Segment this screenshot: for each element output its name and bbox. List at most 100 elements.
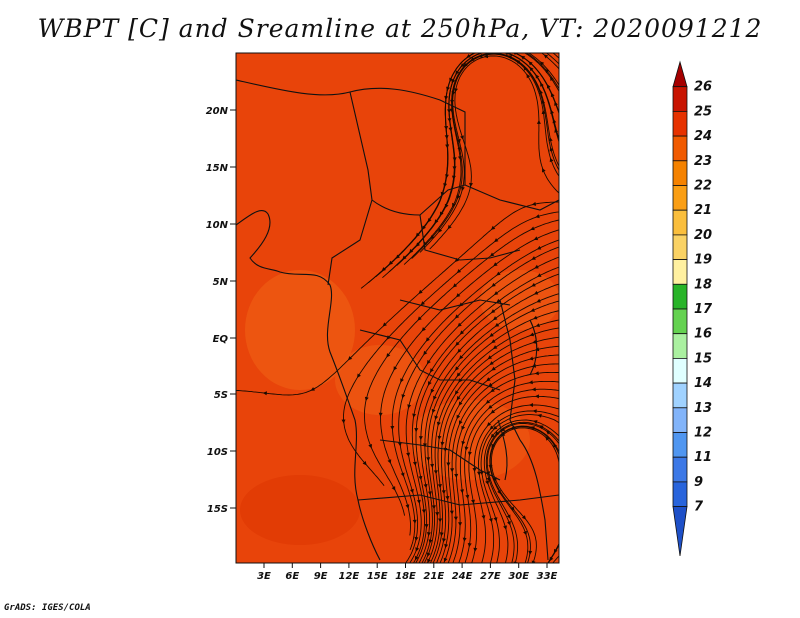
streamline-arrow [532,339,537,344]
streamline-arrow [407,404,412,409]
streamline [486,422,559,563]
streamline-arrow [456,194,461,200]
streamline-arrow [456,138,461,144]
streamline-arrow [491,282,496,287]
streamline-arrow [489,425,494,430]
streamline-arrow [390,426,395,430]
streamline-arrow [488,382,493,387]
streamline-arrow [421,327,426,332]
streamline [436,336,559,563]
streamline [468,395,559,563]
streamline [525,53,559,90]
colorbar-label: 24 [694,129,712,144]
streamline-arrow [487,355,492,360]
streamline-arrow [447,109,452,114]
streamline-arrow [430,463,435,468]
streamline-arrow [523,530,527,536]
streamline-arrow [529,356,534,361]
y-axis: 20N 15N 10N 5N EQ 5S 10S 15S [206,106,236,515]
streamline-arrow [457,322,462,327]
streamline-arrow [428,564,432,569]
streamline-arrow [550,76,554,81]
streamline-arrow [549,157,554,163]
streamline-arrow [533,315,538,320]
streamline-arrow [444,126,449,131]
streamline-arrow [460,186,465,192]
streamline-arrow [546,430,551,435]
colorbar-segment [672,481,688,507]
colorbar-label: 19 [694,253,712,268]
colorbar-segment [672,185,688,211]
streamline-arrow [468,451,472,456]
streamline-arrow [490,433,495,438]
streamline-arrow [491,443,496,449]
streamline-arrow [424,524,429,529]
colorbar-label: 16 [694,327,712,342]
streamline [489,425,559,563]
streamline-arrow [454,390,459,395]
x-tick-label: 3E [257,571,271,582]
streamline-arrow [534,394,539,399]
streamline-arrow [496,271,501,276]
x-tick-label: 24E [452,571,473,582]
streamline [552,555,559,563]
streamline-arrow [473,547,478,552]
streamline [411,266,559,563]
colorbar-segment [672,456,688,483]
streamline-arrow [451,91,456,96]
streamline-arrow [410,488,414,494]
streamline-arrow [536,245,542,250]
streamline-arrow [457,147,462,152]
streamline-arrow [431,408,436,414]
streamline-arrow [493,262,498,267]
streamline-arrow [459,420,463,425]
streamline-arrow [490,309,496,314]
streamline-arrow [533,236,539,241]
streamline-arrow [469,182,473,188]
colorbar-label: 20 [694,228,712,243]
streamline-arrow [452,283,458,288]
streamline-arrow [493,517,498,522]
streamline-arrow [456,395,461,401]
streamline-arrow [443,557,448,563]
streamline-arrow [397,442,402,447]
streamline-arrow [492,345,498,349]
colorbar-top-arrow [672,60,688,88]
x-tick-label: 33E [537,571,558,582]
streamline-arrow [485,480,490,485]
streamline-arrow [435,512,440,517]
streamline-arrow [464,446,469,451]
streamline-arrow [491,339,496,344]
streamline-arrow [460,489,464,494]
streamline-arrow [510,506,515,511]
streamline-arrow [531,256,536,260]
colorbar-label: 12 [694,426,712,441]
streamline-arrow [460,63,465,68]
streamline-arrow [446,563,450,568]
colorbar-segment [672,259,688,285]
streamline-arrow [414,428,419,433]
streamline-arrow [528,61,533,66]
streamline-arrow [542,168,546,173]
colorbar-label: 7 [694,500,704,515]
streamline-arrow [427,558,431,563]
streamline-arrow [554,128,559,133]
streamline-arrow [489,332,494,337]
x-tick-label: 27E [480,571,501,582]
colorbar-segment [672,111,688,137]
colorbar-label: 9 [694,475,703,490]
streamline-arrow [430,388,435,394]
streamline-arrow [426,359,431,365]
streamline-arrow [262,391,267,396]
streamline-arrow [418,475,423,481]
streamline [480,414,559,563]
streamline-arrow [481,515,486,520]
streamline-arrow [441,490,446,495]
streamline-arrow [548,137,553,142]
streamline-arrow [454,88,458,93]
streamline-arrow [415,555,419,561]
streamline [562,495,564,499]
streamline-arrow [540,61,545,66]
streamline-arrow [456,414,461,420]
streamline-arrow [460,135,464,140]
